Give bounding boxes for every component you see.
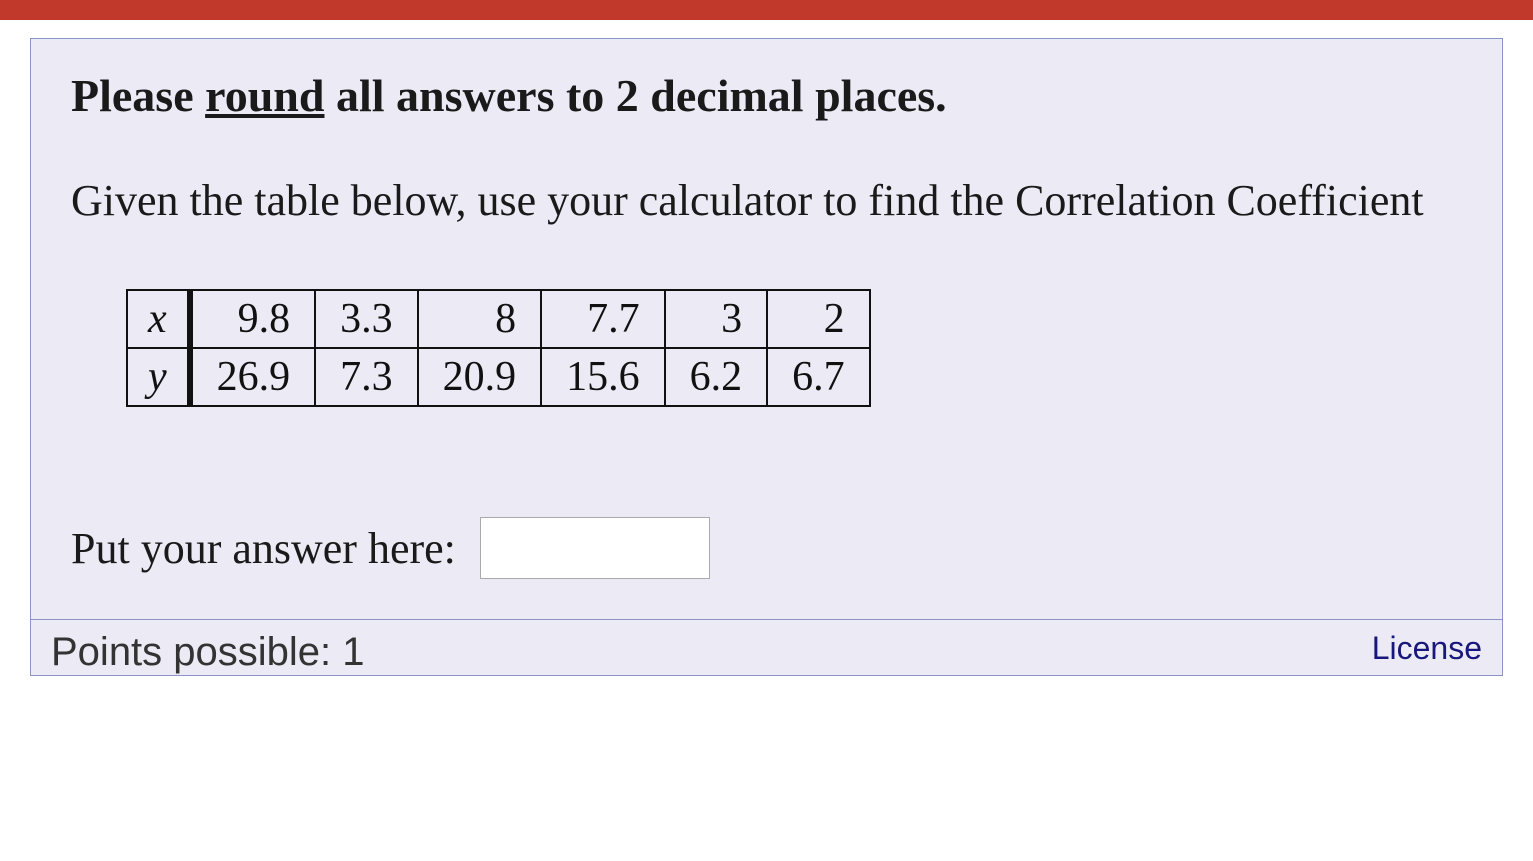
table-cell: 6.2: [665, 348, 768, 406]
instruction-text: Given the table below, use your calculat…: [71, 172, 1462, 229]
heading-prefix: Please: [71, 70, 205, 121]
table-cell: 8: [418, 290, 542, 348]
table-cell: 3: [665, 290, 768, 348]
question-panel: Please round all answers to 2 decimal pl…: [30, 38, 1503, 676]
top-accent-bar: [0, 0, 1533, 20]
table-cell: 6.7: [767, 348, 870, 406]
rounding-heading: Please round all answers to 2 decimal pl…: [71, 69, 1462, 122]
table-row: x 9.8 3.3 8 7.7 3 2: [127, 290, 870, 348]
row-label-y: y: [127, 348, 190, 406]
answer-row: Put your answer here:: [71, 517, 1462, 579]
answer-label: Put your answer here:: [71, 523, 456, 574]
table-cell: 9.8: [190, 290, 316, 348]
table-row: y 26.9 7.3 20.9 15.6 6.2 6.7: [127, 348, 870, 406]
points-possible: Points possible: 1: [51, 630, 365, 675]
table-cell: 20.9: [418, 348, 542, 406]
table-cell: 7.7: [541, 290, 665, 348]
heading-underlined: round: [205, 70, 324, 121]
heading-suffix: all answers to 2 decimal places.: [324, 70, 946, 121]
data-table: x 9.8 3.3 8 7.7 3 2 y 26.9 7.3 20.9 15.6…: [126, 289, 871, 407]
table-cell: 26.9: [190, 348, 316, 406]
answer-input[interactable]: [480, 517, 710, 579]
row-label-x: x: [127, 290, 190, 348]
table-cell: 3.3: [315, 290, 418, 348]
table-cell: 2: [767, 290, 870, 348]
table-cell: 15.6: [541, 348, 665, 406]
question-footer: Points possible: 1 License: [31, 619, 1502, 675]
license-link[interactable]: License: [1372, 630, 1482, 667]
table-cell: 7.3: [315, 348, 418, 406]
